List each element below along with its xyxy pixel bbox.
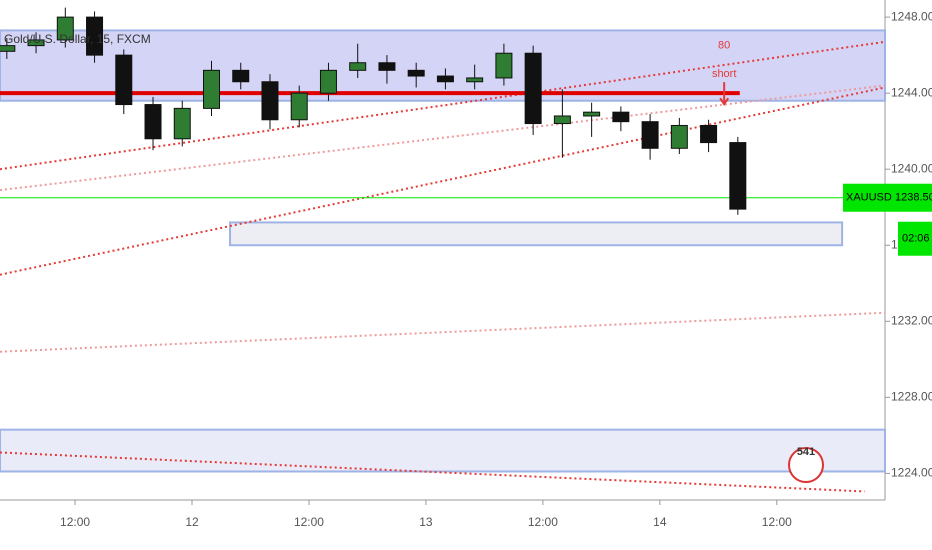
- candle-body: [729, 142, 747, 210]
- candle-body: [319, 69, 337, 94]
- countdown-box: [898, 221, 932, 256]
- x-tick-label: 12:00: [294, 515, 324, 529]
- y-tick-label: 1244.00: [891, 85, 932, 99]
- annotation: 80: [718, 40, 730, 52]
- candle-body: [115, 54, 133, 106]
- zone: [229, 221, 844, 247]
- last-price-box: [843, 183, 932, 212]
- candle-body: [27, 39, 45, 47]
- candle-body: [144, 104, 162, 140]
- last-price-label: 1238.50: [895, 192, 932, 204]
- annotation: short: [712, 68, 736, 80]
- x-tick-label: 14: [653, 515, 667, 529]
- trendline: [0, 40, 886, 171]
- candle-body: [407, 69, 425, 77]
- logo-text: 541: [797, 446, 815, 458]
- x-tick-label: 12:00: [60, 515, 90, 529]
- y-tick-label: 1240.00: [891, 161, 932, 175]
- candle-body: [349, 62, 367, 71]
- trendline: [0, 84, 886, 192]
- zone: [0, 428, 886, 473]
- candle-body: [436, 75, 454, 83]
- candle-body: [524, 52, 542, 125]
- candle-body: [466, 77, 484, 83]
- zone: [0, 29, 886, 102]
- countdown-label: 02:06: [902, 233, 930, 245]
- y-tick-label: 1224.00: [891, 466, 932, 480]
- short-arrow: [719, 82, 730, 106]
- candle-body: [612, 111, 630, 123]
- candle-body: [203, 69, 221, 109]
- candle-body: [0, 45, 16, 52]
- candle-body: [495, 52, 513, 79]
- candle-body: [56, 16, 74, 41]
- candle-body: [86, 16, 104, 56]
- chart-title: Gold/U.S. Dollar, 15, FXCM: [4, 32, 151, 46]
- candle-body: [670, 124, 688, 149]
- logo-badge: [788, 447, 824, 483]
- y-tick-label: 1232.00: [891, 313, 932, 327]
- x-tick-label: 13: [419, 515, 433, 529]
- candle-body: [553, 115, 571, 125]
- symbol-label: XAUUSD: [846, 192, 892, 204]
- candle-body: [290, 92, 308, 121]
- candle-body: [700, 124, 718, 144]
- x-tick-label: 12:00: [528, 515, 558, 529]
- trendline: [0, 86, 886, 276]
- candle-body: [261, 81, 279, 121]
- candle-body: [232, 69, 250, 83]
- candle-body: [641, 121, 659, 149]
- trendline: [0, 451, 865, 493]
- y-tick-label: 1228.00: [891, 390, 932, 404]
- x-tick-label: 12:00: [762, 515, 792, 529]
- candle-body: [583, 111, 601, 117]
- candle-body: [173, 107, 191, 140]
- y-tick-label: 1248.00: [891, 9, 932, 23]
- x-tick-label: 12: [185, 515, 199, 529]
- candle-body: [378, 62, 396, 71]
